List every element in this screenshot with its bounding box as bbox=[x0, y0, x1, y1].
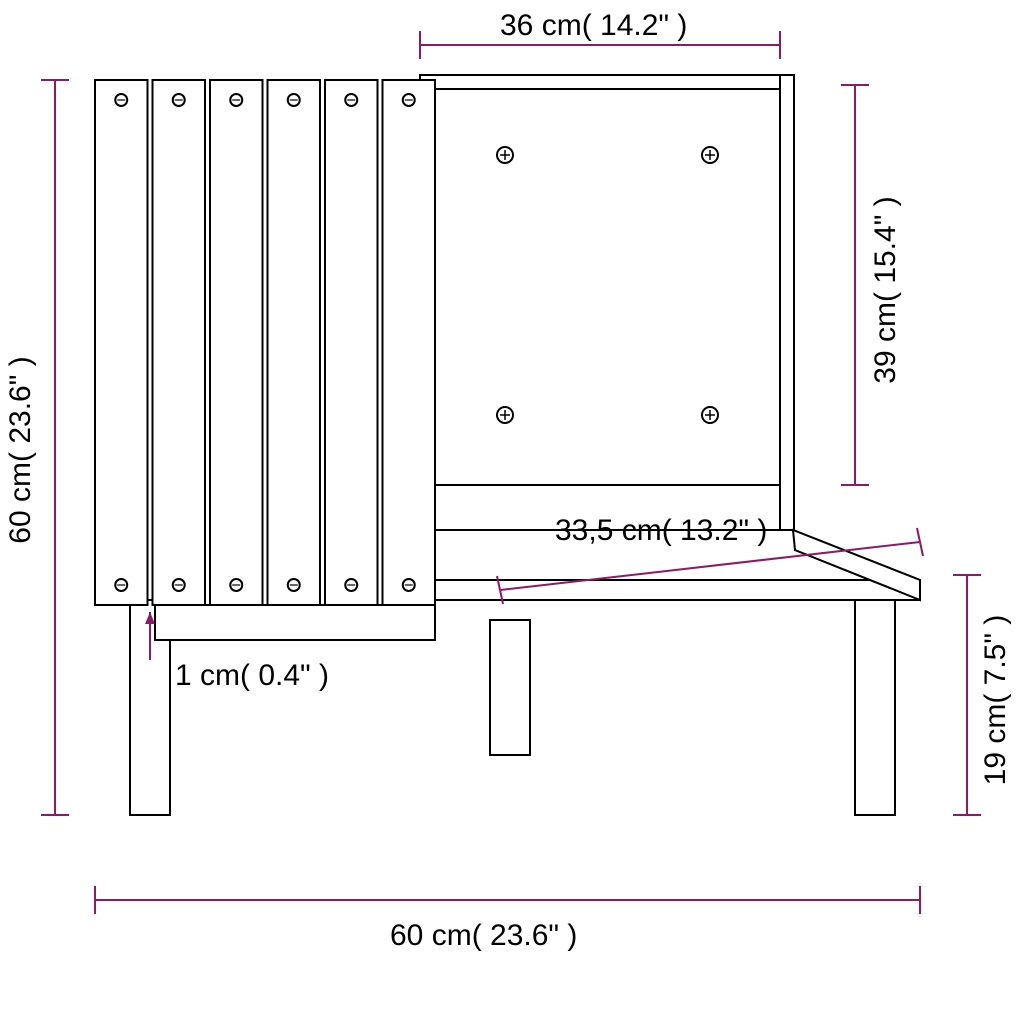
slat bbox=[268, 80, 321, 605]
top-lip bbox=[420, 75, 785, 89]
leg-back bbox=[490, 620, 530, 755]
dim-label-slat_gap: 1 cm( 0.4" ) bbox=[175, 659, 329, 692]
dim-label-shelf_depth: 33,5 cm( 13.2" ) bbox=[555, 514, 767, 547]
dim-label-back_height: 39 cm( 15.4" ) bbox=[869, 196, 902, 383]
slat bbox=[210, 80, 263, 605]
back-right-edge bbox=[780, 75, 794, 535]
slat bbox=[153, 80, 206, 605]
dim-label-leg_height: 19 cm( 7.5" ) bbox=[979, 615, 1012, 786]
slat-skirt bbox=[155, 605, 435, 640]
slat bbox=[325, 80, 378, 605]
slat bbox=[95, 80, 148, 605]
leg-front-right bbox=[855, 600, 895, 815]
dim-label-width_total: 60 cm( 23.6" ) bbox=[390, 919, 577, 952]
slat bbox=[383, 80, 436, 605]
dim-label-top_depth: 36 cm( 14.2" ) bbox=[500, 9, 687, 42]
dim-label-height_total: 60 cm( 23.6" ) bbox=[4, 356, 37, 543]
back-panel bbox=[435, 85, 780, 485]
